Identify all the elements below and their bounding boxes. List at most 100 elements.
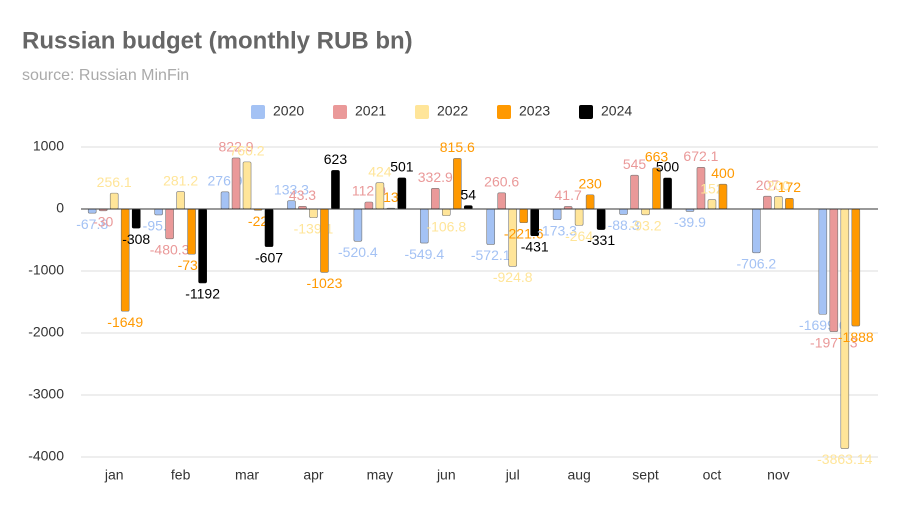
data-label: -3863.14 (817, 451, 872, 467)
bar (397, 177, 407, 210)
x-tick-label: jun (436, 467, 456, 483)
x-tick-label: aug (567, 467, 590, 483)
x-tick-label: oct (703, 467, 722, 483)
y-tick-label: 0 (56, 200, 64, 216)
data-label: 545 (623, 156, 647, 172)
x-tick-label: apr (303, 467, 324, 483)
bar (220, 191, 230, 210)
bar (441, 208, 451, 216)
data-label: -1192 (185, 286, 220, 302)
bar (630, 174, 639, 210)
bar (519, 208, 529, 224)
x-tick-label: nov (767, 467, 790, 483)
chart-title: Russian budget (monthly RUB bn) (22, 27, 413, 54)
bar (851, 208, 861, 327)
chart-subtitle: source: Russian MinFin (22, 67, 189, 84)
data-label: -264 (565, 228, 593, 244)
x-tick-label: feb (171, 467, 191, 483)
bar (486, 208, 496, 245)
bar (231, 157, 241, 210)
legend-label: 2023 (519, 103, 550, 119)
bar (264, 208, 274, 247)
data-label: -607 (255, 249, 283, 265)
legend-swatch (415, 105, 429, 119)
bar (198, 208, 207, 284)
bar (574, 208, 584, 226)
data-label: -308 (122, 231, 150, 247)
y-tick-label: -4000 (28, 448, 64, 464)
data-label: -93.2 (630, 217, 662, 233)
bar (641, 208, 650, 216)
data-label: 663 (645, 149, 669, 165)
x-tick-label: jul (505, 467, 520, 483)
data-label: -39.9 (674, 214, 706, 230)
data-label: 260.6 (484, 174, 519, 190)
bar (242, 161, 252, 210)
data-label: -67.8 (76, 216, 108, 232)
data-label: -1023 (307, 275, 343, 291)
data-label: 200 (767, 177, 791, 193)
x-tick-label: may (367, 467, 393, 483)
x-tick-label: jan (104, 467, 124, 483)
data-label: 400 (711, 165, 735, 181)
data-label: -924.8 (493, 269, 533, 285)
x-tick-label: mar (235, 467, 259, 483)
data-label: -106.8 (426, 218, 466, 234)
bar (718, 183, 728, 210)
bar (176, 191, 185, 210)
bar (752, 208, 761, 254)
x-tick-label: sept (632, 467, 659, 483)
data-label: -520.4 (338, 244, 378, 260)
data-label: 424 (368, 163, 392, 179)
bar (552, 208, 562, 221)
data-label: 500 (656, 159, 680, 175)
bar (353, 208, 363, 242)
bar (774, 196, 783, 210)
y-tick-label: -1000 (28, 262, 64, 278)
bar (785, 198, 794, 210)
bar (364, 201, 374, 210)
legend-swatch (579, 105, 593, 119)
data-label: 281.2 (163, 172, 198, 188)
data-label: -22 (248, 213, 268, 229)
y-tick-label: 1000 (33, 138, 64, 154)
bar (87, 208, 97, 214)
data-label: -1888 (838, 329, 874, 345)
data-label: 815.6 (440, 139, 475, 155)
data-label: 623 (324, 151, 348, 167)
data-label: -480.3 (150, 241, 190, 257)
data-label: -30 (93, 214, 113, 230)
legend-swatch (333, 105, 347, 119)
bar (165, 208, 174, 240)
data-label: 172 (778, 179, 802, 195)
bar (707, 199, 717, 210)
bar (430, 188, 440, 210)
data-label: 133.3 (274, 181, 309, 197)
data-label: 256.1 (97, 174, 132, 190)
data-label: 501 (390, 159, 414, 175)
legend-label: 2020 (273, 103, 304, 119)
data-label: 54 (461, 186, 477, 202)
bar (619, 208, 628, 215)
data-label: 43.3 (289, 187, 316, 203)
bar (463, 205, 473, 210)
bar (663, 177, 672, 210)
bar (497, 192, 507, 210)
bar (187, 208, 196, 255)
data-label: -88.3 (608, 217, 640, 233)
data-label: 822.9 (219, 139, 254, 155)
data-label: 13 (383, 189, 399, 205)
legend-label: 2024 (601, 103, 632, 119)
bar (109, 192, 119, 210)
data-label: -549.4 (404, 246, 444, 262)
data-label: 760.2 (230, 143, 265, 159)
bar (818, 208, 828, 315)
bar (331, 170, 340, 210)
bar (154, 208, 163, 216)
data-label: 41.7 (555, 187, 582, 203)
legend-label: 2022 (437, 103, 468, 119)
bar (596, 208, 606, 230)
y-tick-label: -2000 (28, 324, 64, 340)
data-label: -1649 (107, 314, 143, 330)
